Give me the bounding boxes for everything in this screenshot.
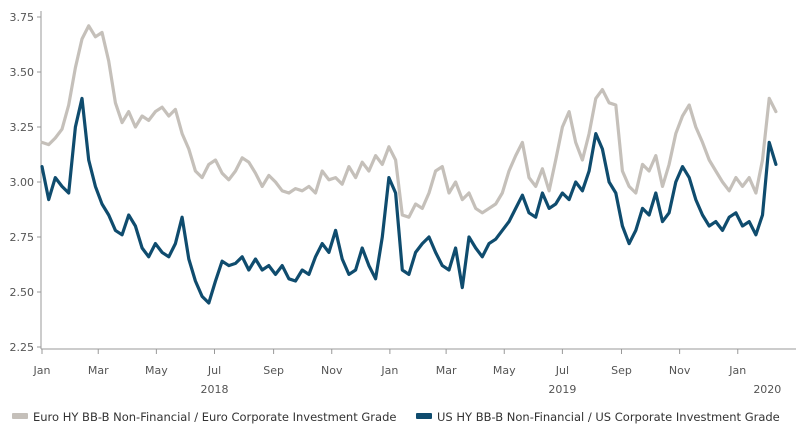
x-tick-label: May <box>145 364 168 377</box>
y-tick-label: 2.75 <box>10 231 35 244</box>
x-tick-label: Mar <box>88 364 109 377</box>
x-tick-label: Jan <box>380 364 398 377</box>
legend-swatch <box>416 413 432 419</box>
series-lines <box>40 24 778 305</box>
x-tick-label: Sep <box>263 364 284 377</box>
x-tick-label: Jan <box>728 364 746 377</box>
x-year-label: 2020 <box>753 383 781 396</box>
y-tick-label: 3.50 <box>10 66 35 79</box>
y-tick-label: 2.50 <box>10 286 35 299</box>
x-year-label: 2019 <box>548 383 576 396</box>
axes: 2.25 2.50 2.75 3.00 3.25 3.50 3.75 Jan Mar May Jul… <box>10 11 796 396</box>
y-tick-label: 3.25 <box>10 121 35 134</box>
x-tick-label: Jan <box>33 364 51 377</box>
y-tick-label: 2.25 <box>10 341 35 354</box>
legend-swatch <box>12 413 28 419</box>
x-tick-label: Sep <box>611 364 632 377</box>
x-tick-label: Jul <box>207 364 221 377</box>
legend: Euro HY BB-B Non-Financial / Euro Corpor… <box>12 410 780 424</box>
y-tick-label: 3.00 <box>10 176 35 189</box>
series-line-1 <box>40 96 778 305</box>
x-year-label: 2018 <box>201 383 229 396</box>
x-tick-label: Mar <box>436 364 457 377</box>
legend-label: Euro HY BB-B Non-Financial / Euro Corpor… <box>33 410 396 424</box>
x-tick-label: Nov <box>669 364 691 377</box>
legend-label: US HY BB-B Non-Financial / US Corporate … <box>437 410 780 424</box>
x-tick-label: May <box>493 364 516 377</box>
y-tick-label: 3.75 <box>10 11 35 24</box>
series-line-0 <box>40 24 778 219</box>
x-tick-label: Nov <box>321 364 343 377</box>
x-tick-label: Jul <box>555 364 569 377</box>
